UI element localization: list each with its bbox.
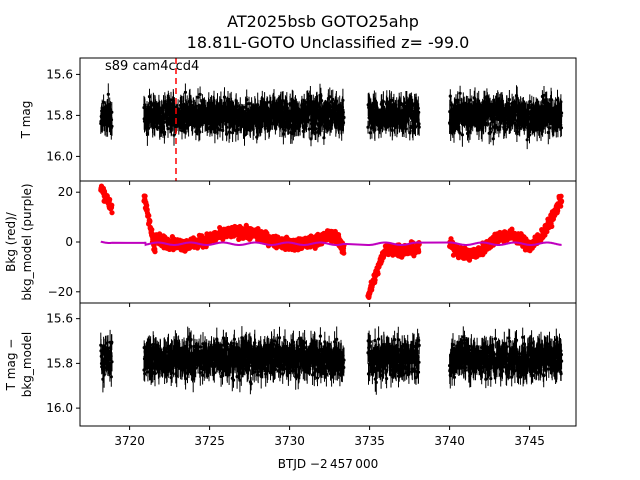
- data-point: [152, 249, 158, 255]
- t-mag-minus-bkg-y-ticks: 15.6 15.8 16.0: [46, 312, 80, 415]
- y-tick-label: 20: [58, 185, 73, 199]
- t-mag-ylabel: T mag: [19, 101, 33, 140]
- data-point: [559, 198, 565, 204]
- x-tick-label: 3740: [434, 434, 465, 448]
- x-tick-label: 3735: [354, 434, 385, 448]
- x-tick-label: 3730: [274, 434, 305, 448]
- background-y-ticks: 20 0 −20: [48, 185, 80, 299]
- chart-title-line1: AT2025bsb GOTO25ahp: [227, 12, 419, 31]
- background-plot-area: [98, 183, 565, 300]
- y-tick-label: 16.0: [46, 149, 73, 163]
- t-mag-minus-bkg-plot-area: [99, 326, 564, 395]
- y-tick-label: 15.8: [46, 108, 73, 122]
- t-mag-y-ticks: 15.6 15.8 16.0: [46, 67, 80, 163]
- data-point: [146, 213, 152, 219]
- x-tick-label: 3725: [194, 434, 225, 448]
- background-points: [98, 183, 565, 300]
- data-point: [107, 196, 113, 203]
- x-axis-ticks: 3720 3725 3730 3735 3740 3745: [114, 181, 545, 448]
- data-point: [147, 218, 153, 224]
- panel-background: 20 0 −20 Bkg (red)/ bkg_model (purple): [4, 180, 577, 304]
- x-tick-label: 3745: [514, 434, 545, 448]
- panel-t-mag-minus-bkg: 15.6 15.8 16.0 T mag − bkg_model: [4, 302, 577, 427]
- x-axis-label: BTJD −2 457 000: [278, 457, 378, 471]
- y-tick-label: 15.6: [46, 312, 73, 326]
- background-ylabel-line1: Bkg (red)/: [4, 211, 18, 272]
- y-tick-label: 16.0: [46, 401, 73, 415]
- y-tick-label: 15.8: [46, 356, 73, 370]
- background-ylabel-line2: bkg_model (purple): [20, 183, 34, 300]
- data-point: [149, 227, 155, 233]
- data-point: [109, 210, 115, 216]
- chart-title-line2: 18.81L-GOTO Unclassified z= -99.0: [187, 33, 470, 52]
- data-point: [109, 202, 115, 208]
- panel-t-mag: 15.6 15.8 16.0 T mag s89 cam4ccd4: [19, 57, 577, 182]
- data-point: [341, 250, 347, 256]
- y-tick-label: 15.6: [46, 67, 73, 81]
- data-point: [549, 223, 555, 229]
- data-point: [416, 249, 422, 255]
- y-tick-label: −20: [48, 285, 73, 299]
- t-mag-plot-area: [99, 58, 564, 181]
- data-point: [558, 193, 564, 199]
- t-mag-minus-bkg-ylabel-line1: T mag −: [4, 339, 18, 392]
- camera-annotation: s89 cam4ccd4: [105, 59, 199, 74]
- x-tick-label: 3720: [114, 434, 145, 448]
- data-point: [142, 193, 148, 199]
- data-point: [375, 271, 381, 277]
- error-bars: [100, 326, 563, 395]
- t-mag-minus-bkg-ylabel-line2: bkg_model: [20, 332, 34, 398]
- y-tick-label: 0: [65, 235, 73, 249]
